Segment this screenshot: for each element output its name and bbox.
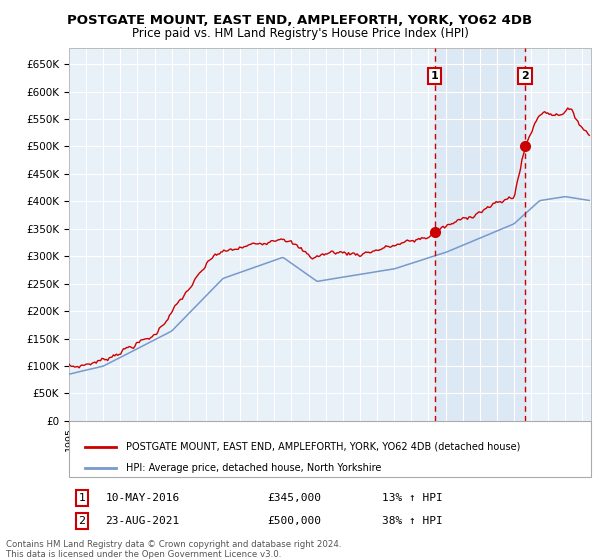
Text: Price paid vs. HM Land Registry's House Price Index (HPI): Price paid vs. HM Land Registry's House … — [131, 27, 469, 40]
Text: POSTGATE MOUNT, EAST END, AMPLEFORTH, YORK, YO62 4DB (detached house): POSTGATE MOUNT, EAST END, AMPLEFORTH, YO… — [127, 442, 521, 451]
Text: HPI: Average price, detached house, North Yorkshire: HPI: Average price, detached house, Nort… — [127, 463, 382, 473]
Text: 2: 2 — [79, 516, 86, 526]
Text: 23-AUG-2021: 23-AUG-2021 — [106, 516, 180, 526]
Text: 1: 1 — [79, 493, 86, 503]
Text: 13% ↑ HPI: 13% ↑ HPI — [382, 493, 443, 503]
Text: 2: 2 — [521, 71, 529, 81]
Text: £500,000: £500,000 — [268, 516, 322, 526]
Text: 10-MAY-2016: 10-MAY-2016 — [106, 493, 180, 503]
Text: POSTGATE MOUNT, EAST END, AMPLEFORTH, YORK, YO62 4DB: POSTGATE MOUNT, EAST END, AMPLEFORTH, YO… — [67, 14, 533, 27]
Text: 38% ↑ HPI: 38% ↑ HPI — [382, 516, 443, 526]
Text: £345,000: £345,000 — [268, 493, 322, 503]
Bar — [434, 48, 525, 421]
FancyBboxPatch shape — [69, 421, 591, 477]
Text: Contains HM Land Registry data © Crown copyright and database right 2024.
This d: Contains HM Land Registry data © Crown c… — [6, 540, 341, 559]
Text: 1: 1 — [431, 71, 439, 81]
